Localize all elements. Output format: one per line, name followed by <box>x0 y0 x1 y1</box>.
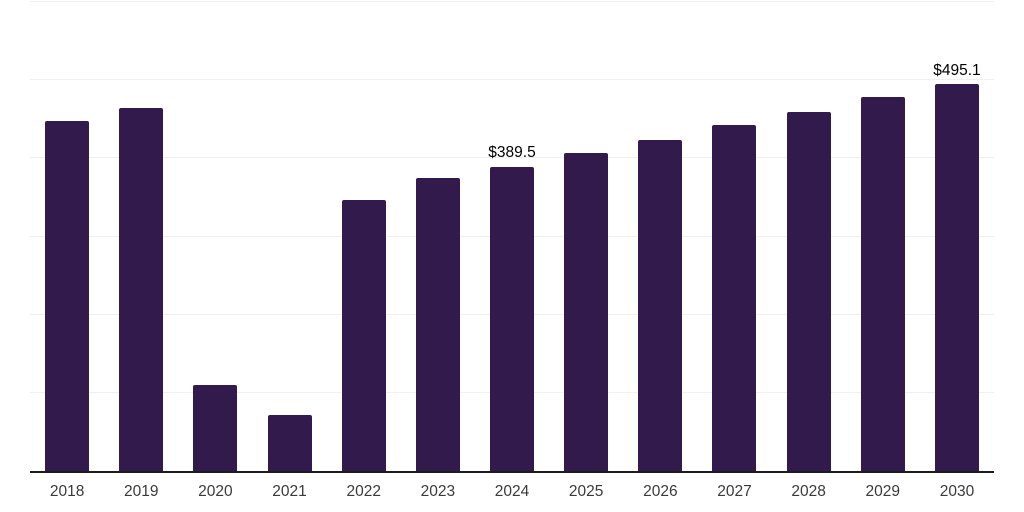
bar-band <box>252 2 326 471</box>
x-axis-ticks: 2018 2019 2020 2021 2022 2023 2024 2025 2026 2027… <box>30 483 994 501</box>
x-tick-label: 2020 <box>198 483 233 500</box>
x-tick-label: 2018 <box>49 483 85 500</box>
x-tick-label: 2023 <box>420 483 456 500</box>
bar-2027 <box>712 124 757 471</box>
bar-band <box>846 2 920 471</box>
bar-2022 <box>341 200 386 471</box>
plot-area: $389.5 $495.1 <box>30 1 994 473</box>
bar-2023 <box>415 178 460 471</box>
x-tick-label: 2019 <box>123 483 159 500</box>
bars-row: $389.5 $495.1 <box>30 2 994 471</box>
bar-band <box>104 2 178 471</box>
bar-2018 <box>45 120 90 471</box>
gridline <box>30 157 994 159</box>
x-tick-label: 2022 <box>346 483 381 500</box>
x-tick-label: 2030 <box>939 483 975 500</box>
bar-band <box>697 2 771 471</box>
x-tick-label: 2024 <box>494 483 530 500</box>
gridline <box>30 1 994 2</box>
bar-2028 <box>786 112 831 471</box>
bar-2030 <box>934 84 979 471</box>
x-tick-label: 2025 <box>568 483 604 500</box>
bar-band <box>623 2 697 471</box>
bar-band <box>178 2 252 471</box>
bar-value-label: $389.5 <box>488 144 536 162</box>
bar-2024 <box>490 166 535 471</box>
bar-band: $495.1 <box>920 2 994 471</box>
bar-2019 <box>119 108 164 471</box>
x-axis-line <box>30 471 994 473</box>
bar-band <box>549 2 623 471</box>
bar-2026 <box>638 139 683 471</box>
bar-band <box>772 2 846 471</box>
bar-band <box>327 2 401 471</box>
bar-2021 <box>267 415 312 471</box>
bar-2025 <box>564 153 609 471</box>
x-tick-label: 2028 <box>791 483 826 500</box>
bar-band <box>401 2 475 471</box>
bar-2020 <box>193 385 238 471</box>
x-tick-label: 2026 <box>643 483 678 500</box>
x-tick-label: 2027 <box>717 483 752 500</box>
gridline <box>30 79 994 81</box>
bar-band <box>30 2 104 471</box>
bar-band: $389.5 <box>475 2 549 471</box>
x-tick-label: 2021 <box>272 483 307 500</box>
bar-2029 <box>860 97 905 471</box>
x-tick-label: 2029 <box>865 483 901 500</box>
bar-value-label: $495.1 <box>933 61 981 79</box>
